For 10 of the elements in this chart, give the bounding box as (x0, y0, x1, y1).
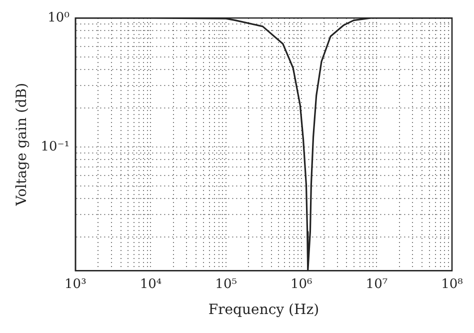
x-tick-label: 10⁶ (290, 276, 312, 292)
y-tick-label: 10⁻¹ (40, 139, 70, 154)
x-tick-label: 10⁴ (140, 276, 162, 292)
x-tick-label: 10³ (64, 276, 86, 292)
x-tick-label: 10⁵ (215, 276, 237, 292)
y-tick-label: 10⁰ (48, 10, 70, 26)
x-tick-label: 10⁷ (366, 276, 388, 292)
x-axis-title: Frequency (Hz) (208, 302, 320, 318)
y-axis-title: Voltage gain (dB) (14, 82, 30, 207)
x-tick-label: 10⁸ (441, 276, 463, 292)
